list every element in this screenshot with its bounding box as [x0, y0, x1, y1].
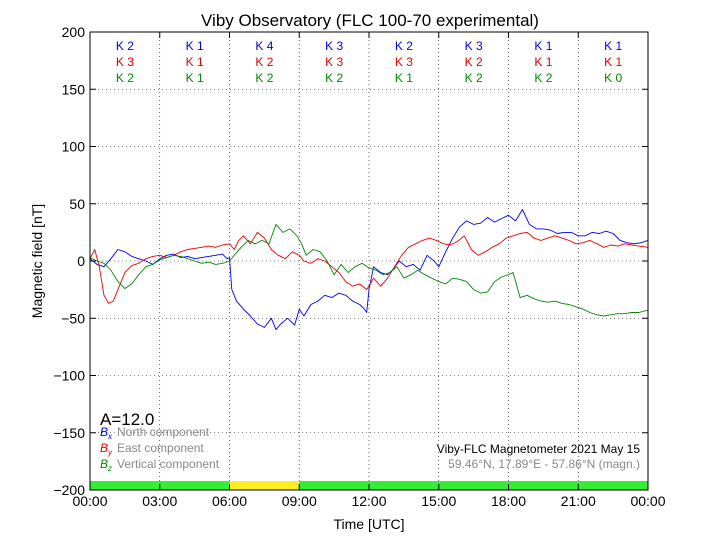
k-index-label: K 3 [465, 39, 483, 53]
plot-frame [89, 31, 649, 491]
k-index-label: K 1 [186, 39, 204, 53]
legend-label: East component [117, 441, 204, 455]
k-index-label: K 2 [255, 71, 273, 85]
y-tick-label: 50 [69, 196, 85, 212]
k-index-label: K 2 [116, 39, 134, 53]
x-tick-label: 18:00 [491, 493, 526, 509]
activity-segment-2 [299, 481, 648, 490]
series-line-bx [89, 209, 649, 331]
k-index-label: K 3 [395, 55, 413, 69]
x-tick-label: 12:00 [351, 493, 386, 509]
y-axis-label: Magnetic field [nT] [29, 204, 45, 318]
series-layer [89, 209, 649, 331]
info-line-1: Viby-FLC Magnetometer 2021 May 15 [437, 442, 641, 456]
chart-title: Viby Observatory (FLC 100-70 experimenta… [201, 11, 539, 30]
x-tick-label: 15:00 [421, 493, 456, 509]
k-index-label: K 1 [604, 39, 622, 53]
k-index-label: K 2 [465, 55, 483, 69]
y-tick-label: −150 [53, 425, 85, 441]
x-tick-label: 00:00 [630, 493, 665, 509]
k-index-label: K 3 [325, 39, 343, 53]
legend-subscript: y [107, 448, 113, 457]
legend-label: North component [117, 425, 210, 439]
info-line-2: 59.46°N, 17.89°E - 57.86°N (magn.) [448, 457, 640, 471]
legend-symbol: B [100, 441, 108, 455]
k-index-label: K 2 [395, 39, 413, 53]
k-index-label: K 3 [325, 55, 343, 69]
k-index-label: K 2 [465, 71, 483, 85]
k-index-label: K 0 [604, 71, 622, 85]
series-line-bz [89, 223, 649, 317]
k-index-label: K 2 [534, 71, 552, 85]
k-index-table: K 2 K 1 K 4 K 3 K 2 K 3 K 1 K 1 K 3 K 1 K 2 K 3 K 3 K… [116, 39, 623, 85]
k-index-label: K 1 [534, 55, 552, 69]
legend-subscript: z [107, 464, 112, 473]
y-tick-label: 200 [62, 24, 86, 40]
x-tick-label: 21:00 [561, 493, 596, 509]
y-tick-label: 150 [62, 81, 86, 97]
k-index-label: K 1 [604, 55, 622, 69]
k-index-label: K 3 [116, 55, 134, 69]
k-index-label: K 1 [534, 39, 552, 53]
y-tick-label: −50 [61, 310, 85, 326]
k-index-label: K 4 [255, 39, 273, 53]
legend-symbol: B [100, 457, 108, 471]
k-index-label: K 1 [186, 71, 204, 85]
x-tick-label: 09:00 [282, 493, 317, 509]
k-index-label: K 1 [395, 71, 413, 85]
legend-label: Vertical component [117, 457, 220, 471]
activity-segment-1 [229, 481, 300, 490]
legend-subscript: x [107, 432, 113, 441]
k-index-label: K 2 [255, 55, 273, 69]
x-tick-label: 03:00 [142, 493, 177, 509]
x-tick-label: 00:00 [72, 493, 107, 509]
y-tick-label: 100 [62, 139, 86, 155]
y-tick-label: −100 [53, 368, 85, 384]
a-index: A=12.0 [100, 410, 154, 429]
k-index-label: K 2 [116, 71, 134, 85]
legend-symbol: B [100, 425, 108, 439]
k-index-label: K 1 [186, 55, 204, 69]
axis-ticks: 00:00 03:00 06:00 09:00 12:00 15:00 18:00 21:00… [53, 24, 665, 509]
y-tick-label: 0 [77, 253, 85, 269]
k-index-label: K 2 [325, 71, 343, 85]
y-tick-label: −200 [53, 482, 85, 498]
x-tick-label: 06:00 [212, 493, 247, 509]
x-axis-label: Time [UTC] [333, 516, 404, 532]
